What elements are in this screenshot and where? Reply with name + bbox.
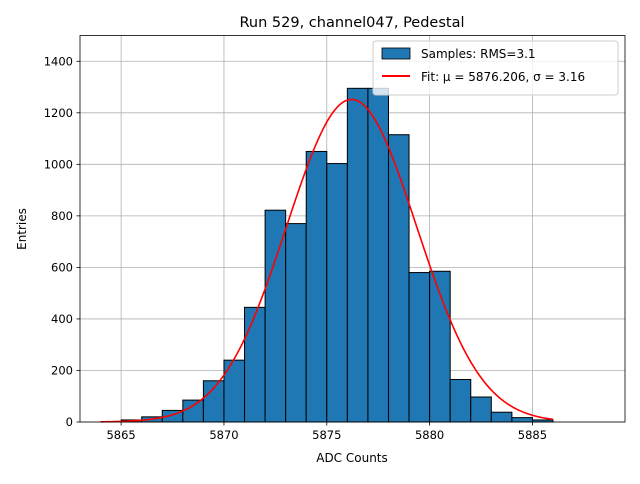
histogram-bar bbox=[285, 223, 307, 423]
histogram-bar bbox=[326, 163, 348, 423]
histogram-bar bbox=[244, 306, 266, 423]
x-axis-label: ADC Counts bbox=[316, 451, 388, 465]
histogram-bar bbox=[408, 272, 431, 423]
axes-frame bbox=[79, 35, 626, 423]
histogram-bars bbox=[120, 87, 554, 423]
histogram-bar bbox=[264, 209, 287, 423]
legend: Samples: RMS=3.1 Fit: μ = 5876.206, σ = … bbox=[372, 40, 619, 96]
histogram-bar bbox=[449, 378, 472, 423]
legend-swatch-samples bbox=[381, 47, 411, 60]
histogram-bar bbox=[305, 150, 328, 423]
chart-title: Run 529, channel047, Pedestal bbox=[239, 15, 464, 31]
y-tick-label: 0 bbox=[66, 415, 73, 429]
x-tick-label: 5880 bbox=[415, 428, 444, 442]
y-tick-label: 1000 bbox=[44, 157, 73, 171]
x-tick-label: 5875 bbox=[312, 428, 341, 442]
y-tick-label: 800 bbox=[51, 209, 73, 223]
x-ticks: 5865 5870 5875 5880 5885 bbox=[106, 422, 547, 442]
y-tick-label: 600 bbox=[51, 260, 73, 274]
x-tick-label: 5865 bbox=[106, 428, 135, 442]
x-tick-label: 5870 bbox=[209, 428, 238, 442]
histogram-bar bbox=[346, 87, 369, 423]
histogram-bar bbox=[182, 399, 204, 423]
legend-box bbox=[372, 40, 619, 96]
histogram-bar bbox=[387, 134, 410, 423]
fit-curve-layer bbox=[100, 98, 554, 423]
y-ticks: 0 200 400 600 800 1000 1200 1400 bbox=[44, 54, 80, 429]
histogram-bar bbox=[490, 411, 513, 423]
y-tick-label: 400 bbox=[51, 312, 73, 326]
fit-curve bbox=[100, 98, 554, 423]
y-axis-label: Entries bbox=[15, 208, 29, 250]
histogram-bar bbox=[511, 417, 533, 423]
histogram-bar bbox=[470, 396, 492, 423]
y-tick-label: 1400 bbox=[44, 54, 73, 68]
y-tick-label: 1200 bbox=[44, 106, 73, 120]
legend-label-fit: Fit: μ = 5876.206, σ = 3.16 bbox=[421, 70, 585, 84]
x-tick-label: 5885 bbox=[518, 428, 547, 442]
y-tick-label: 200 bbox=[51, 363, 73, 377]
legend-label-samples: Samples: RMS=3.1 bbox=[421, 47, 536, 61]
